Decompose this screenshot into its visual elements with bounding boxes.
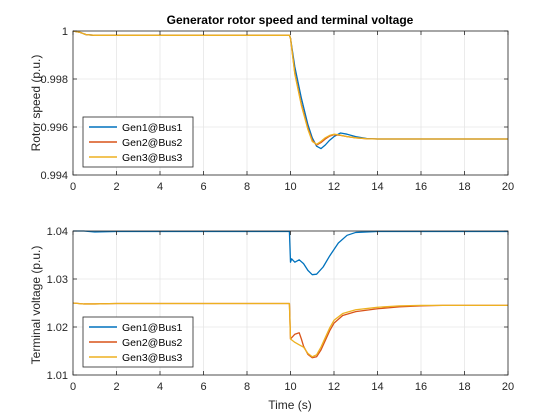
top-chart-x-tick-label: 20 <box>502 181 514 193</box>
top-chart-legend-label-3: Gen3@Bus3 <box>122 152 182 164</box>
top-chart-series-line-3 <box>72 30 508 145</box>
top-chart-panel: 0 2 4 6 8 10 12 14 16 18 20 0.994 0.996 0.998 1 Gen1@Bu… <box>40 26 514 193</box>
bottom-chart-y-tick-label: 1.04 <box>47 226 68 238</box>
bottom-chart-y-tick-label: 1.03 <box>47 274 68 286</box>
bottom-chart-ylabel: Terminal voltage (p.u.) <box>29 246 43 365</box>
top-chart-y-tick-label: 0.994 <box>40 170 68 182</box>
bottom-chart-xlabel: Time (s) <box>268 398 312 412</box>
bottom-chart-series-line-1 <box>73 230 508 276</box>
top-chart-x-tick-label: 0 <box>70 181 76 193</box>
bottom-chart-legend: Gen1@Bus1 Gen2@Bus2 Gen3@Bus3 <box>82 316 194 368</box>
top-chart-title: Generator rotor speed and terminal volta… <box>167 13 414 27</box>
top-chart-y-tick-label: 0.996 <box>40 122 68 134</box>
bottom-chart-x-tick-label: 4 <box>157 381 163 393</box>
bottom-chart-x-tick-label: 20 <box>502 381 514 393</box>
top-chart-x-tick-label: 16 <box>415 181 427 193</box>
bottom-chart-series-line-3 <box>72 302 508 358</box>
top-chart-legend: Gen1@Bus1 Gen2@Bus2 Gen3@Bus3 <box>82 116 194 168</box>
top-chart-y-tick-label: 0.998 <box>40 74 68 86</box>
top-chart-legend-label-1: Gen1@Bus1 <box>122 122 182 134</box>
bottom-chart-x-tick-label: 16 <box>415 381 427 393</box>
top-chart-x-tick-label: 6 <box>200 181 206 193</box>
top-chart-x-tick-label: 8 <box>244 181 250 193</box>
top-chart-y-tick-label: 1 <box>62 26 68 38</box>
bottom-chart-x-tick-label: 10 <box>284 381 296 393</box>
top-chart-x-tick-label: 14 <box>371 181 383 193</box>
bottom-chart-legend-label-2: Gen2@Bus2 <box>122 337 182 349</box>
bottom-chart-y-tick-label: 1.02 <box>47 322 68 334</box>
top-chart-ylabel: Rotor speed (p.u.) <box>29 55 43 152</box>
bottom-chart-panel: 0 2 4 6 8 10 12 14 16 18 20 1.01 1.02 1.03 1.04 Gen1@Bu… <box>47 226 515 393</box>
top-chart-legend-label-2: Gen2@Bus2 <box>122 137 182 149</box>
bottom-chart-x-tick-label: 2 <box>113 381 119 393</box>
top-chart-x-tick-label: 18 <box>458 181 470 193</box>
bottom-chart-x-tick-label: 12 <box>328 381 340 393</box>
bottom-chart-legend-label-1: Gen1@Bus1 <box>122 322 182 334</box>
bottom-chart-x-tick-label: 0 <box>70 381 76 393</box>
top-chart-x-tick-label: 2 <box>113 181 119 193</box>
top-chart-x-tick-label: 10 <box>284 181 296 193</box>
bottom-chart-x-tick-label: 18 <box>458 381 470 393</box>
bottom-chart-legend-label-3: Gen3@Bus3 <box>122 352 182 364</box>
bottom-chart-x-tick-label: 8 <box>244 381 250 393</box>
bottom-chart-x-tick-label: 6 <box>200 381 206 393</box>
bottom-chart-x-tick-label: 14 <box>371 381 383 393</box>
top-chart-x-tick-label: 4 <box>157 181 163 193</box>
bottom-chart-y-tick-label: 1.01 <box>47 370 68 382</box>
top-chart-x-tick-label: 12 <box>328 181 340 193</box>
